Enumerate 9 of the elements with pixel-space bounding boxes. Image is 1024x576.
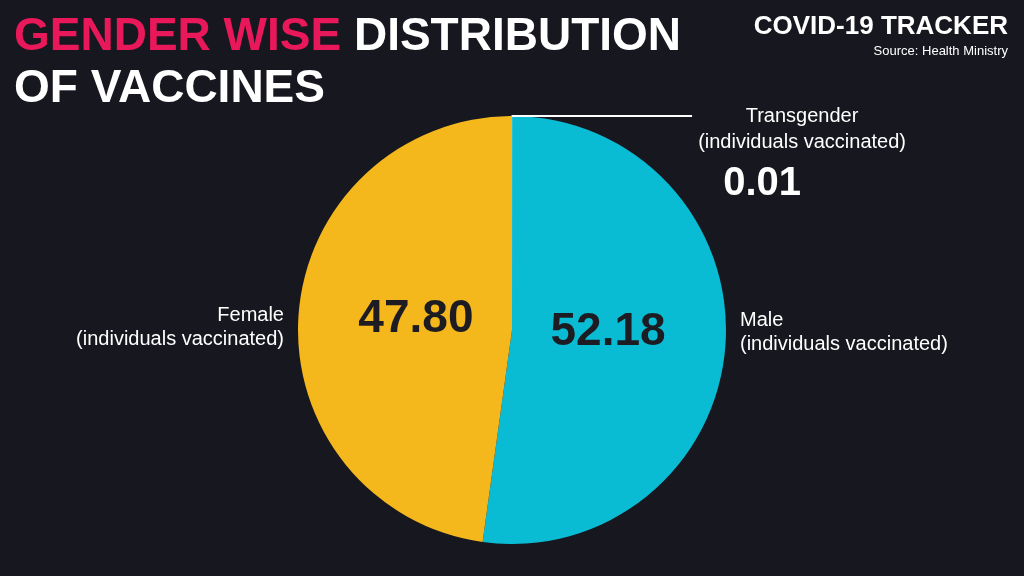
- slice-label: Male (individuals vaccinated): [740, 308, 948, 355]
- data-label: 47.80: [358, 290, 474, 343]
- data-label: 52.18: [550, 303, 666, 356]
- data-label: 0.01: [723, 159, 801, 204]
- slice-label: Transgender (individuals vaccinated): [698, 103, 907, 152]
- source-note: Source: Health Ministry: [872, 43, 1008, 58]
- chart-title: GENDER WISE DISTRIBUTION OF VACCINES: [14, 8, 682, 112]
- chart-subtitle: COVID-19 TRACKER: [753, 10, 1008, 41]
- slice-label: Female (individuals vaccinated): [76, 302, 284, 349]
